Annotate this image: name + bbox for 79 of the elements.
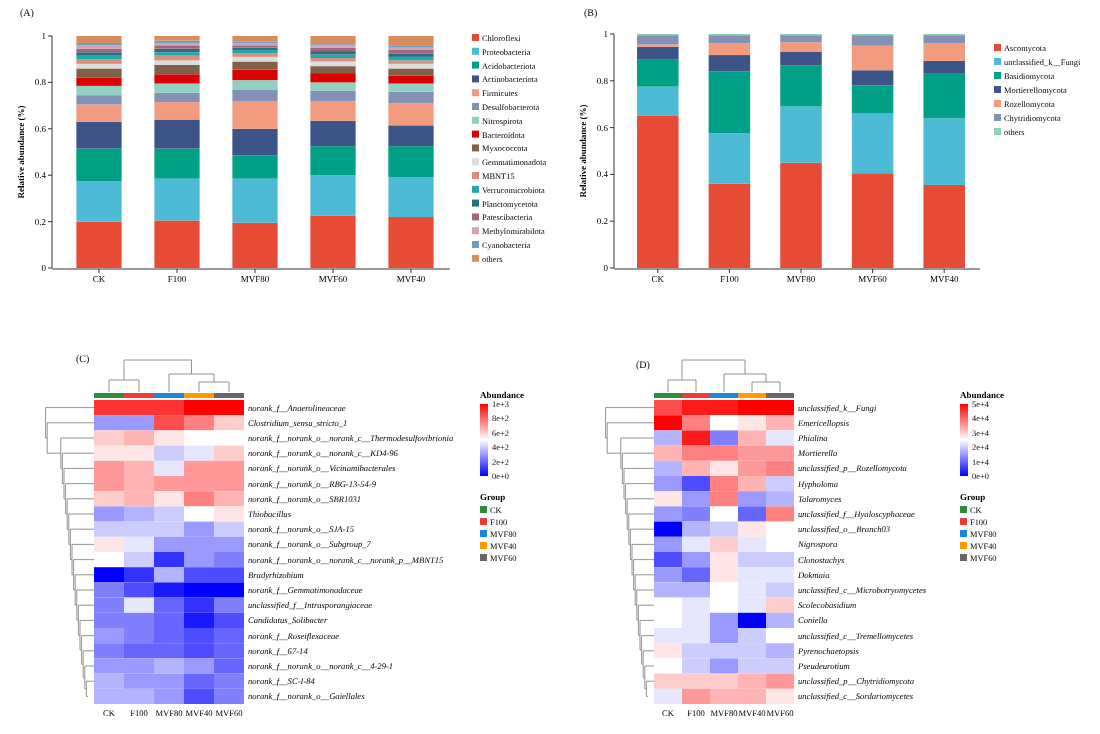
bar (923, 118, 965, 185)
bar (637, 46, 679, 60)
bar (851, 35, 894, 46)
bar (388, 216, 434, 268)
bar (232, 69, 278, 81)
bar (232, 222, 278, 268)
bar (232, 100, 278, 129)
bar (76, 95, 122, 105)
bar (388, 36, 434, 46)
bar (310, 66, 356, 74)
bar (310, 90, 356, 101)
bar (923, 73, 965, 119)
bar (708, 183, 751, 268)
bar (780, 65, 822, 107)
bar (154, 92, 200, 103)
bar (310, 73, 356, 83)
bar (232, 36, 278, 42)
bar (232, 155, 278, 179)
bar (923, 43, 965, 61)
bar (780, 35, 822, 43)
bar (708, 35, 751, 44)
bar (780, 106, 822, 163)
bar (637, 35, 679, 45)
bar (310, 100, 356, 121)
bar (388, 103, 434, 126)
bar (154, 74, 200, 84)
bar (851, 85, 894, 114)
bar (708, 71, 751, 134)
bar (851, 70, 894, 86)
bar (310, 82, 356, 91)
bar (923, 35, 965, 44)
bar (232, 56, 278, 62)
bar (154, 119, 200, 149)
bar (780, 42, 822, 52)
bar (232, 80, 278, 90)
bar (154, 148, 200, 179)
bar (388, 146, 434, 178)
bar (388, 83, 434, 92)
bar (310, 175, 356, 216)
bar (310, 120, 356, 147)
bar (76, 77, 122, 86)
bar (851, 113, 894, 174)
bar (76, 181, 122, 222)
bar (637, 59, 679, 87)
bar (76, 68, 122, 78)
bar (923, 60, 965, 74)
bar (76, 148, 122, 181)
bar (388, 75, 434, 84)
bar (76, 36, 122, 43)
bar (154, 178, 200, 221)
bar (154, 220, 200, 268)
bar (388, 68, 434, 76)
bar (388, 91, 434, 104)
bar (76, 85, 122, 96)
bar (232, 61, 278, 70)
bar (708, 55, 751, 72)
bar (851, 45, 894, 71)
bar (708, 133, 751, 184)
bar (923, 184, 965, 268)
bar (154, 83, 200, 93)
bar (154, 65, 200, 75)
bar (708, 43, 751, 56)
bar (780, 162, 822, 268)
bar (637, 86, 679, 116)
bar (637, 115, 679, 268)
bar (310, 146, 356, 176)
bar (780, 51, 822, 66)
bar (154, 102, 200, 120)
bar (388, 125, 434, 147)
bar (388, 177, 434, 217)
bar (232, 89, 278, 101)
bar (76, 104, 122, 122)
bar (232, 128, 278, 156)
bar (310, 36, 356, 45)
bar (76, 221, 122, 268)
bar (232, 178, 278, 223)
bar (851, 173, 894, 268)
bar (310, 215, 356, 268)
bar (76, 121, 122, 149)
